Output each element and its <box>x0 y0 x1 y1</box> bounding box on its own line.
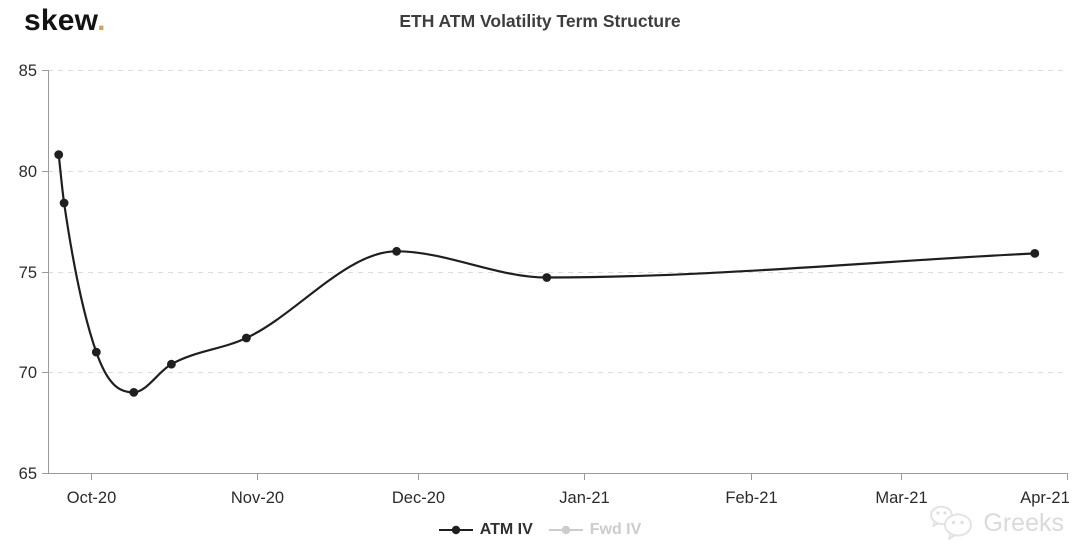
x-tick-label: Oct-20 <box>67 489 117 507</box>
data-point-marker[interactable] <box>91 347 101 357</box>
fwd-iv-series-marker-icon <box>548 525 583 535</box>
x-tick-label: Dec-20 <box>392 489 445 507</box>
legend-item-atm-iv[interactable]: ATM IV <box>438 521 533 539</box>
y-tick-label: 80 <box>19 163 37 181</box>
y-tick-label: 85 <box>19 62 37 80</box>
y-tick-label: 65 <box>19 465 37 483</box>
legend-label-fwd-iv: Fwd IV <box>589 521 642 538</box>
data-point-marker[interactable] <box>129 388 139 397</box>
legend-label-atm-iv: ATM IV <box>479 521 533 538</box>
data-point-marker[interactable] <box>59 198 69 208</box>
data-point-marker[interactable] <box>54 150 64 160</box>
data-point-marker[interactable] <box>392 246 401 256</box>
y-tick-label: 70 <box>19 364 37 382</box>
skew-logo: skew. <box>24 4 106 38</box>
x-tick-label: Feb-21 <box>725 489 777 507</box>
skew-logo-dot: . <box>97 4 106 37</box>
data-point-marker[interactable] <box>242 333 251 343</box>
skew-logo-text: skew <box>24 4 98 37</box>
legend-item-fwd-iv[interactable]: Fwd IV <box>548 521 642 539</box>
greeks-watermark: Greeks <box>928 504 1064 542</box>
x-tick-label: Apr-21 <box>1020 489 1070 507</box>
chart-title: ETH ATM Volatility Term Structure <box>399 11 681 31</box>
wechat-icon <box>930 505 973 540</box>
x-tick-label: Nov-20 <box>231 489 284 507</box>
data-point-marker[interactable] <box>1030 249 1040 258</box>
x-tick-label: Jan-21 <box>559 489 609 507</box>
y-tick-label: 75 <box>19 264 37 282</box>
x-tick-label: Mar-21 <box>875 489 927 507</box>
atm-iv-series-marker-icon <box>438 525 473 535</box>
data-point-marker[interactable] <box>167 359 176 369</box>
data-point-marker[interactable] <box>542 273 552 282</box>
chart-legend: ATM IV Fwd IV <box>0 517 1080 543</box>
greeks-watermark-text: Greeks <box>983 508 1064 537</box>
